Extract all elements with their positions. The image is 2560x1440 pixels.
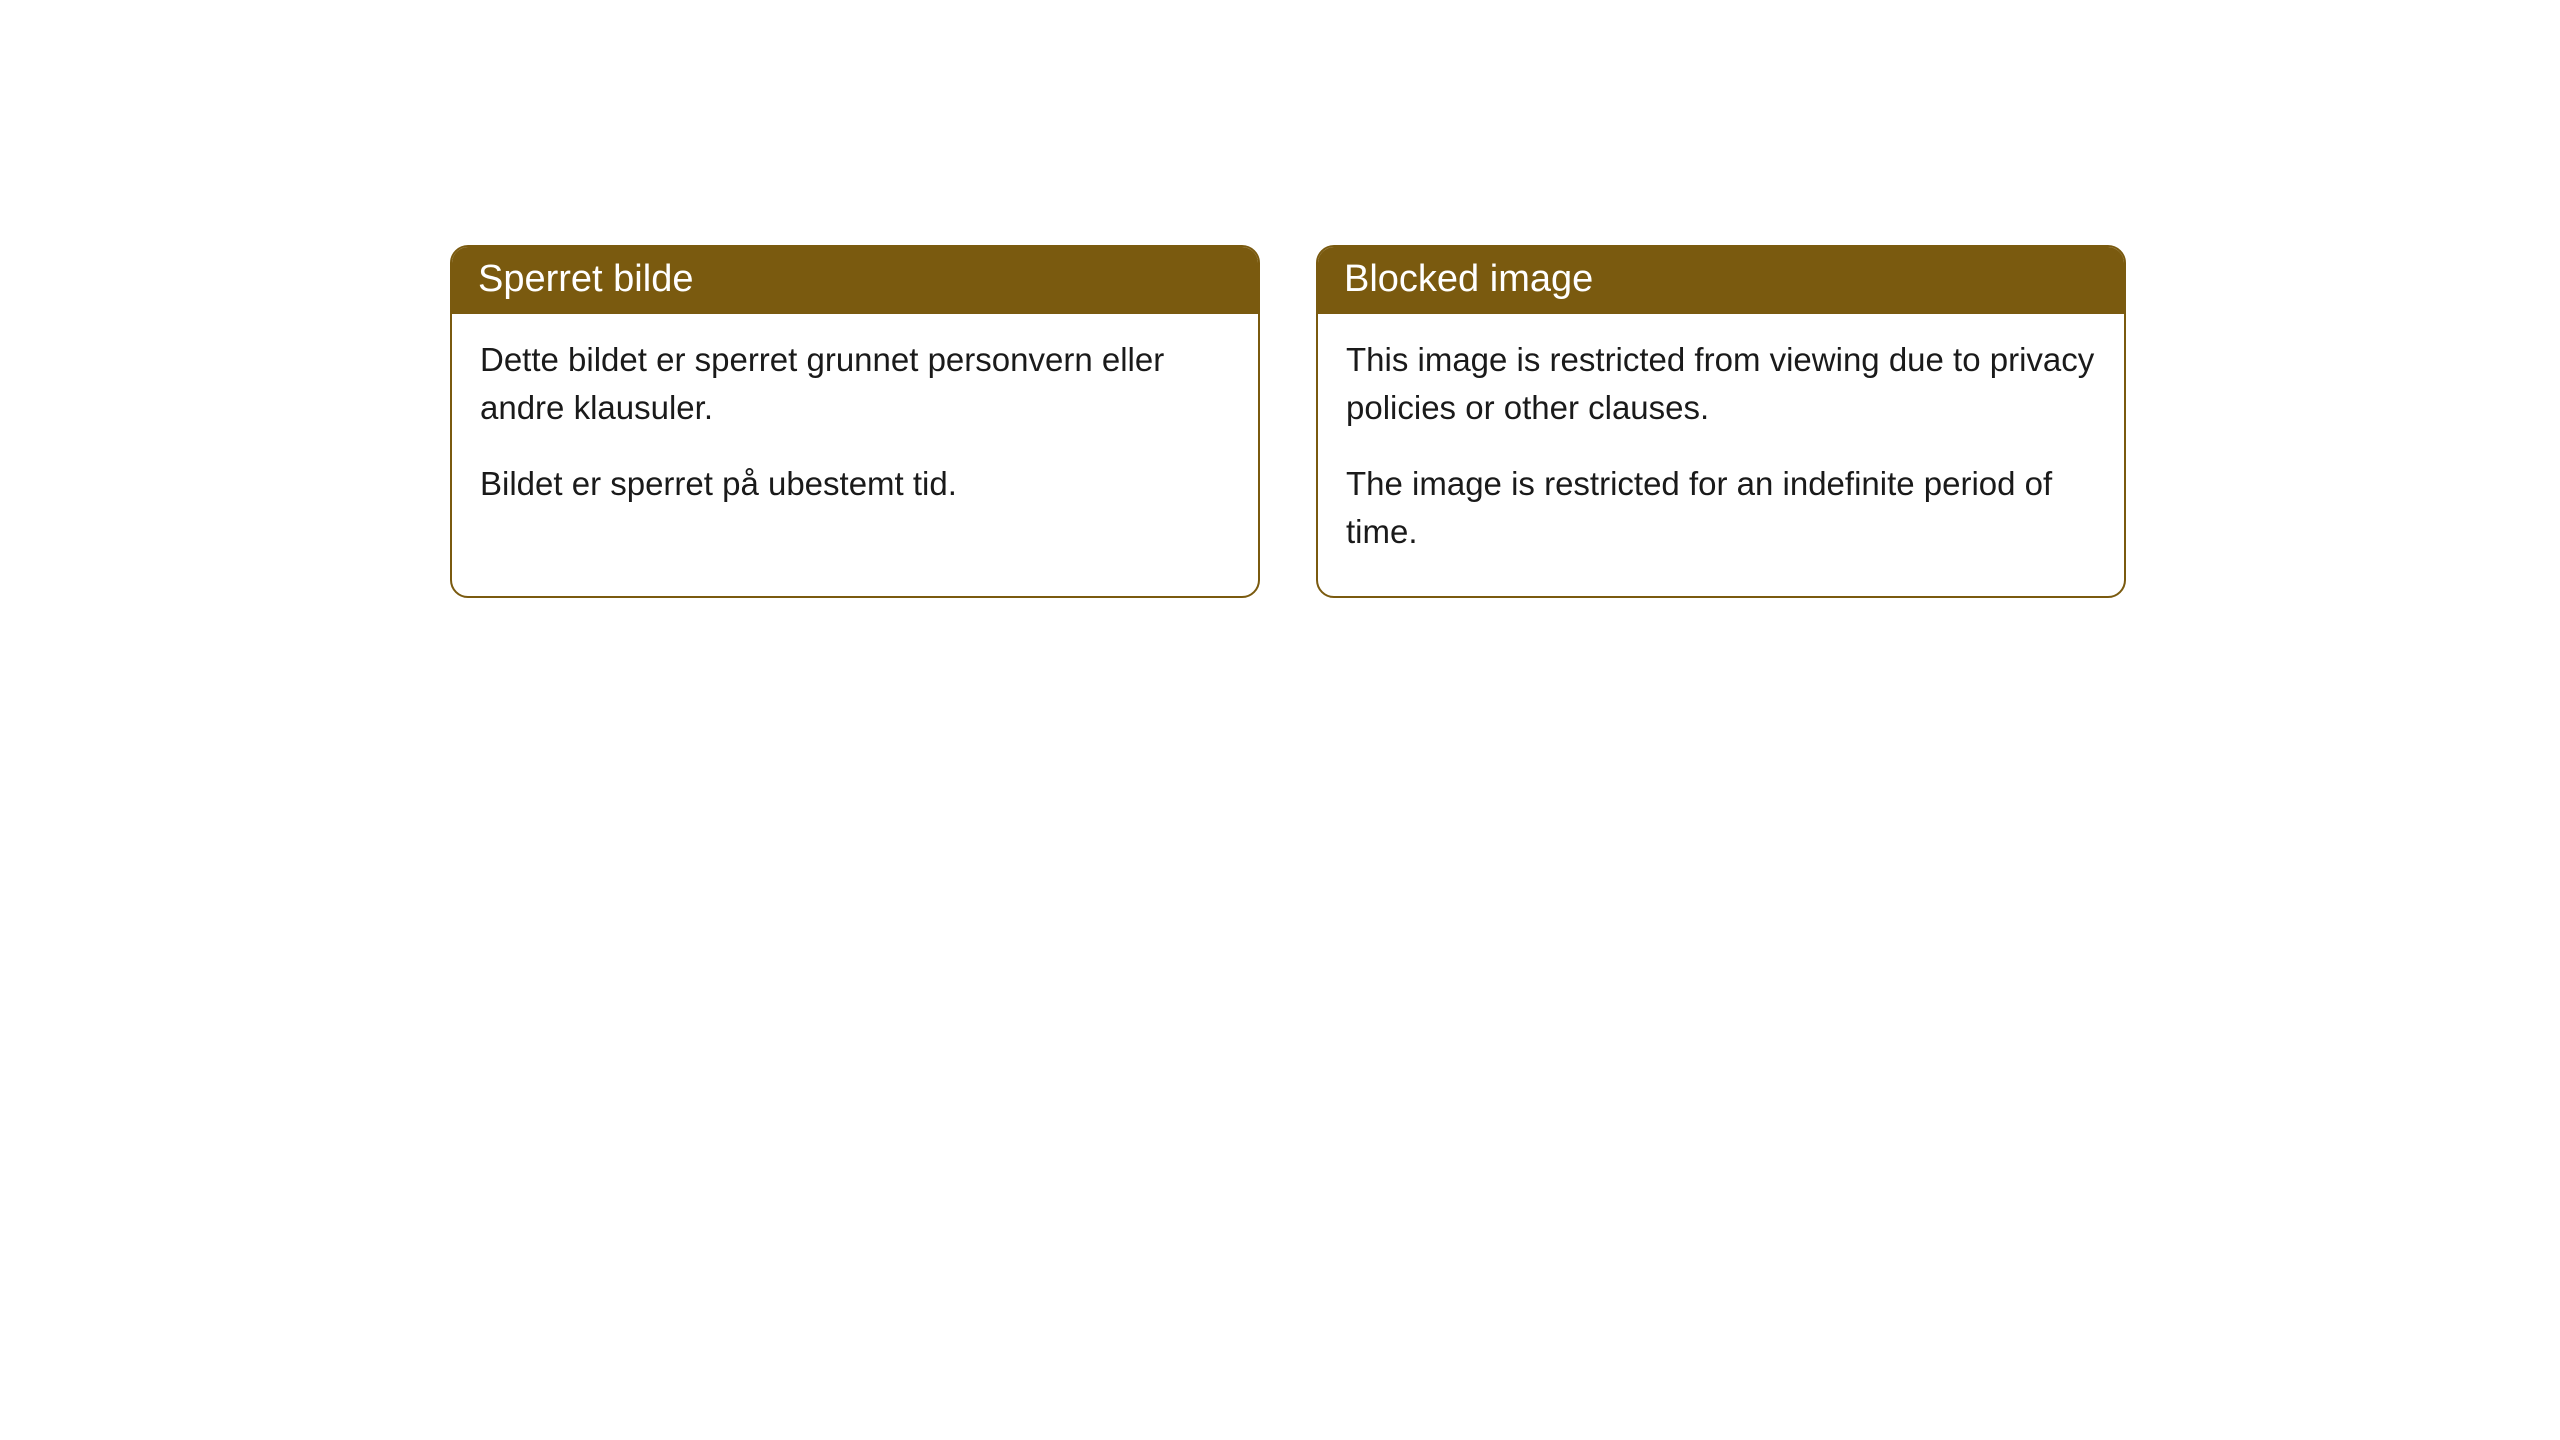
card-paragraph: The image is restricted for an indefinit… xyxy=(1346,460,2096,556)
notice-card-norwegian: Sperret bilde Dette bildet er sperret gr… xyxy=(450,245,1260,598)
card-title: Sperret bilde xyxy=(478,258,693,300)
card-paragraph: This image is restricted from viewing du… xyxy=(1346,336,2096,432)
card-title: Blocked image xyxy=(1344,258,1593,300)
notice-cards-container: Sperret bilde Dette bildet er sperret gr… xyxy=(450,245,2126,598)
card-header-english: Blocked image xyxy=(1318,247,2124,314)
card-paragraph: Dette bildet er sperret grunnet personve… xyxy=(480,336,1230,432)
card-paragraph: Bildet er sperret på ubestemt tid. xyxy=(480,460,1230,508)
card-body-norwegian: Dette bildet er sperret grunnet personve… xyxy=(452,314,1258,548)
notice-card-english: Blocked image This image is restricted f… xyxy=(1316,245,2126,598)
card-header-norwegian: Sperret bilde xyxy=(452,247,1258,314)
card-body-english: This image is restricted from viewing du… xyxy=(1318,314,2124,595)
